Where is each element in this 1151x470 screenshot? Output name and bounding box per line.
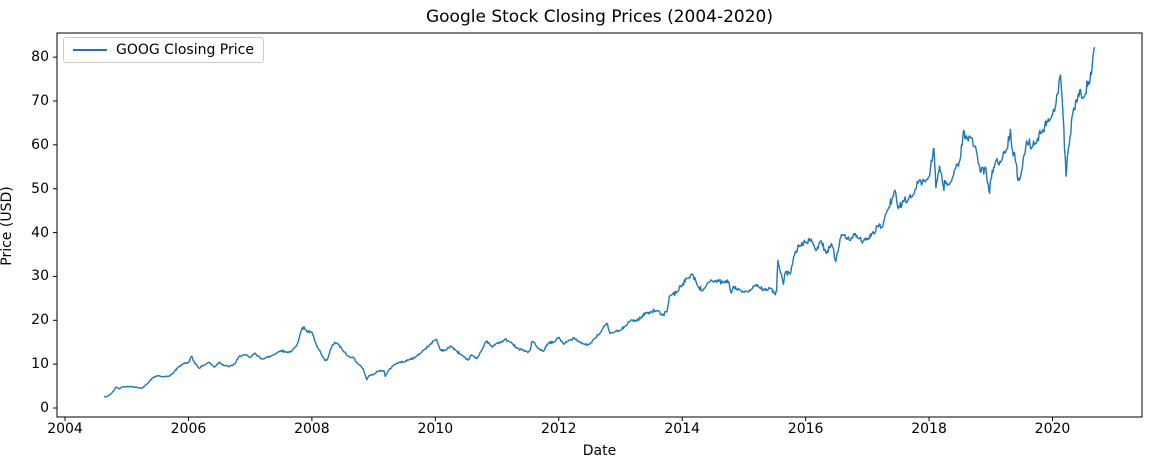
y-tick-label: 80 xyxy=(31,49,49,66)
x-tick-label: 2004 xyxy=(47,421,83,437)
y-tick-label: 30 xyxy=(31,268,49,285)
x-tick-label: 2012 xyxy=(540,421,577,437)
x-tick-label: 2018 xyxy=(911,421,947,437)
price-line-series xyxy=(103,46,1096,398)
chart-title: Google Stock Closing Prices (2004-2020) xyxy=(425,7,773,27)
x-tick-label: 2008 xyxy=(294,421,330,437)
x-tick-label: 2010 xyxy=(417,421,454,437)
x-axis-label: Date xyxy=(582,443,617,459)
y-tick-label: 20 xyxy=(31,312,49,329)
x-tick-label: 2016 xyxy=(787,421,824,437)
y-tick-label: 10 xyxy=(31,356,49,373)
y-axis-label: Price (USD) xyxy=(0,186,15,266)
y-tick-label: 60 xyxy=(31,136,49,153)
legend-line-sample-icon xyxy=(73,49,107,51)
y-tick-label: 40 xyxy=(31,224,49,241)
x-tick-label: 2006 xyxy=(170,421,207,437)
y-tick-label: 50 xyxy=(31,180,49,197)
x-tick-label: 2020 xyxy=(1034,421,1071,437)
y-tick-label: 70 xyxy=(31,92,49,109)
axes-spines xyxy=(56,32,1143,418)
y-tick-label: 0 xyxy=(40,400,49,416)
legend-box: GOOG Closing Price xyxy=(63,37,264,63)
x-tick-label: 2014 xyxy=(664,421,700,437)
legend-label: GOOG Closing Price xyxy=(116,42,254,58)
